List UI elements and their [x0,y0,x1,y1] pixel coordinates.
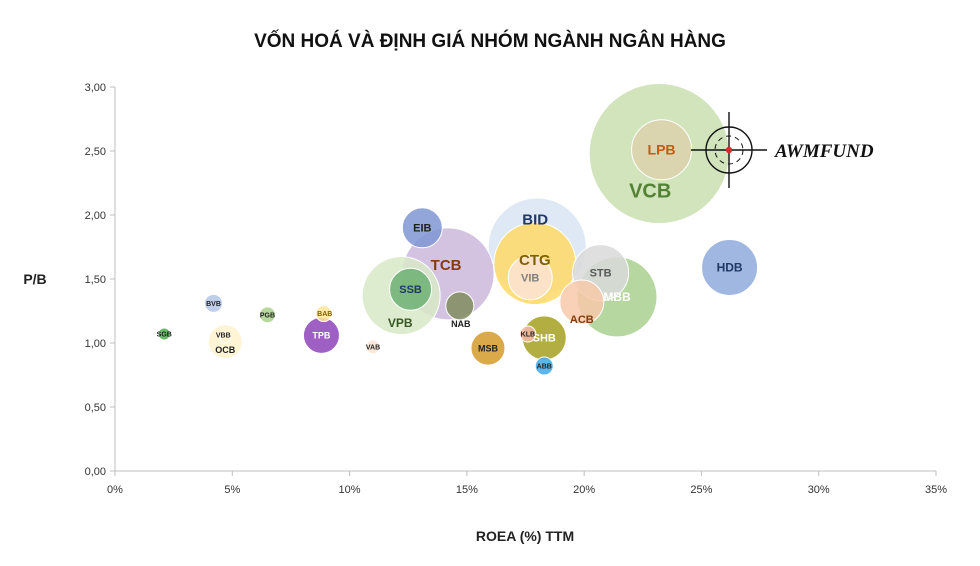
label-vcb: VCB [629,181,671,203]
axes: 0% 5% 10% 15% 20% 25% 30% 35% 0,00 0,50 1,00 1,50 2,… [85,82,948,496]
x-tick-label: 35% [925,484,947,496]
label-acb: ACB [570,314,594,326]
label-stb: STB [590,267,612,279]
label-bab: BAB [317,311,332,318]
bubble-acb [559,279,605,325]
x-tick-label: 30% [808,484,830,496]
label-msb: MSB [478,343,499,353]
bubble-pgb [258,306,276,324]
bubble-klb [519,325,537,343]
label-hdb: HDB [717,261,743,275]
bubble-ssb [389,267,433,311]
label-vpb: VPB [388,316,413,330]
bubble-eib [401,207,443,249]
bubble-bab [315,305,333,323]
label-shb: SHB [533,333,556,345]
bubble-vib [507,255,553,301]
y-tick-label: 3,00 [85,82,106,94]
y-tick-label: 0,00 [85,466,106,478]
label-tpb: TPB [312,330,331,340]
y-axis-label: P/B [23,271,46,287]
label-ctg: CTG [519,252,551,269]
bubble-bvb [204,293,224,313]
bubble-abb [534,356,554,376]
bubble-msb [470,330,506,366]
x-tick-label: 5% [224,484,240,496]
x-tick-label: 25% [690,484,712,496]
label-lpb: LPB [648,142,676,158]
label-vab: VAB [366,344,380,351]
awmfund-logo: AWMFUND [691,112,874,188]
label-nab: NAB [451,319,471,329]
y-tick-label: 2,00 [85,210,106,222]
label-sgb: SGB [157,331,172,338]
label-abb: ABB [537,363,552,370]
label-bid: BID [522,211,548,228]
x-tick-label: 20% [573,484,595,496]
label-ssb: SSB [399,284,422,296]
label-vib: VIB [521,273,539,285]
label-bvb: BVB [206,301,221,308]
y-tick-label: 1,50 [85,274,106,286]
y-tick-label: 2,50 [85,146,106,158]
label-mbb: MBB [603,290,631,304]
bubble-vab [365,339,381,355]
x-axis-label: ROEA (%) TTM [476,528,574,544]
bubble-nab [445,291,475,321]
bubble-hdb [701,238,759,296]
label-tcb: TCB [431,257,462,274]
y-tick-label: 1,00 [85,338,106,350]
label-vbb: VBB [216,332,231,339]
logo-text: AWMFUND [774,141,874,162]
chart-title: VỐN HOÁ VÀ ĐỊNH GIÁ NHÓM NGÀNH NGÂN HÀNG [254,30,726,52]
bubbles: VCB BID TCB MBB CTG VPB ACB LPB STB HDB VIB SSB EIB S… [157,83,759,376]
y-tick-label: 0,50 [85,402,106,414]
label-klb: KLB [521,331,535,338]
x-tick-label: 10% [339,484,361,496]
crosshair-icon [691,112,767,188]
label-eib: EIB [413,223,431,235]
x-tick-label: 15% [456,484,478,496]
x-tick-label: 0% [107,484,123,496]
label-pgb: PGB [260,312,275,319]
bubble-sgb [157,327,171,341]
bubble-vbb [219,332,231,344]
label-ocb: OCB [215,345,236,355]
